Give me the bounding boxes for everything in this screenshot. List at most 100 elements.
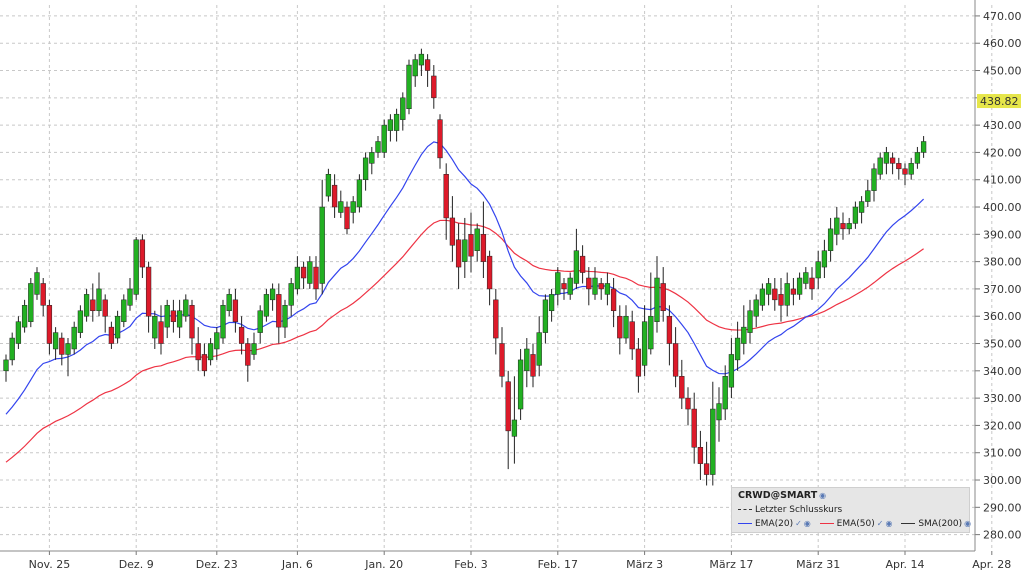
candle (325, 168, 332, 202)
y-tick-label: 460.00 (983, 37, 1022, 50)
y-tick-label: 410.00 (983, 174, 1022, 187)
y-tick-label: 290.00 (983, 501, 1022, 514)
candle (567, 272, 573, 300)
legend-sma200[interactable]: SMA(200) ◉ (901, 519, 971, 529)
dashed-line-swatch (738, 509, 752, 510)
ema20-line (5, 141, 925, 415)
candle (232, 288, 239, 333)
candle (468, 212, 474, 273)
candle (672, 327, 679, 388)
y-tick-label: 430.00 (983, 119, 1022, 132)
candle (251, 332, 257, 360)
candle (46, 299, 53, 355)
y-axis: 470.00460.00450.00440.00430.00420.00410.… (974, 0, 1022, 551)
y-tick-label: 470.00 (983, 10, 1022, 23)
candle (858, 196, 865, 224)
candle (294, 256, 301, 295)
candle (840, 212, 846, 240)
y-tick-label: 280.00 (983, 529, 1022, 542)
candle (877, 152, 883, 180)
candle (691, 392, 697, 464)
legend-ema50[interactable]: EMA(50) ✓ ◉ (819, 519, 892, 529)
candle (307, 256, 313, 289)
candle (102, 294, 108, 333)
candle (796, 272, 803, 300)
candle (406, 59, 412, 115)
candle (654, 256, 660, 333)
candle (790, 278, 797, 306)
candle (139, 234, 146, 278)
candle (555, 267, 561, 306)
candle (772, 278, 778, 311)
series-ema20 (5, 141, 925, 415)
candle (28, 278, 34, 328)
candle (362, 152, 369, 191)
candle (183, 294, 189, 322)
candle (226, 288, 232, 317)
candle (784, 272, 790, 317)
candle (400, 92, 406, 131)
candle (765, 278, 772, 306)
candle (443, 163, 449, 240)
legend[interactable]: CRWD@SMART ◉ Letzter Schlusskurs EMA(20) ✓… (731, 487, 971, 533)
last-price-marker: 438.82 (977, 94, 1021, 109)
candle (716, 387, 722, 442)
candle (542, 294, 549, 344)
candle (96, 272, 102, 317)
candle (462, 217, 468, 278)
legend-ema20[interactable]: EMA(20) ✓ ◉ (738, 519, 811, 529)
candle (71, 321, 77, 355)
candle (480, 201, 487, 278)
candle (803, 267, 809, 289)
globe-icon: ◉ (803, 519, 811, 528)
candle (52, 327, 59, 360)
candle (176, 299, 183, 339)
x-tick-label: Dez. 9 (119, 558, 154, 571)
candle (679, 359, 685, 410)
candle (393, 108, 400, 142)
y-tick-label: 320.00 (983, 419, 1022, 432)
candle (734, 321, 741, 371)
candle (9, 332, 15, 366)
candle (245, 338, 251, 382)
y-tick-label: 310.00 (983, 447, 1022, 460)
candle (189, 299, 195, 355)
candle (592, 267, 598, 300)
candle (530, 343, 536, 388)
candle (889, 152, 896, 175)
candle (350, 196, 356, 224)
candle (635, 338, 642, 393)
candle (697, 430, 704, 481)
candle (660, 267, 666, 322)
candle (276, 283, 282, 344)
candle (493, 288, 499, 355)
candle (517, 348, 524, 420)
candle (214, 327, 220, 360)
candle (319, 179, 325, 295)
candle (511, 376, 518, 464)
x-tick-label: Feb. 17 (538, 558, 578, 571)
candle (344, 201, 350, 235)
legend-last-close: Letzter Schlusskurs (738, 505, 842, 515)
candle (437, 114, 443, 169)
candle (598, 278, 604, 300)
candle (145, 261, 152, 333)
x-tick-label: Apr. 14 (885, 558, 924, 571)
x-tick-label: März 17 (709, 558, 753, 571)
candle (778, 278, 784, 322)
candle (21, 299, 28, 333)
candle (313, 256, 319, 300)
candle (623, 305, 629, 344)
candle (579, 245, 586, 284)
candle (170, 299, 177, 333)
check-icon: ✓ (795, 519, 802, 528)
candle (338, 190, 344, 218)
candle (257, 305, 263, 344)
globe-icon[interactable]: ◉ (819, 491, 827, 500)
candle (641, 305, 648, 377)
candle (369, 146, 375, 175)
legend-indicators: EMA(20) ✓ ◉ EMA(50) ✓ ◉ SMA(200) ◉ (738, 519, 977, 529)
candle (90, 283, 96, 322)
candle (827, 217, 834, 262)
